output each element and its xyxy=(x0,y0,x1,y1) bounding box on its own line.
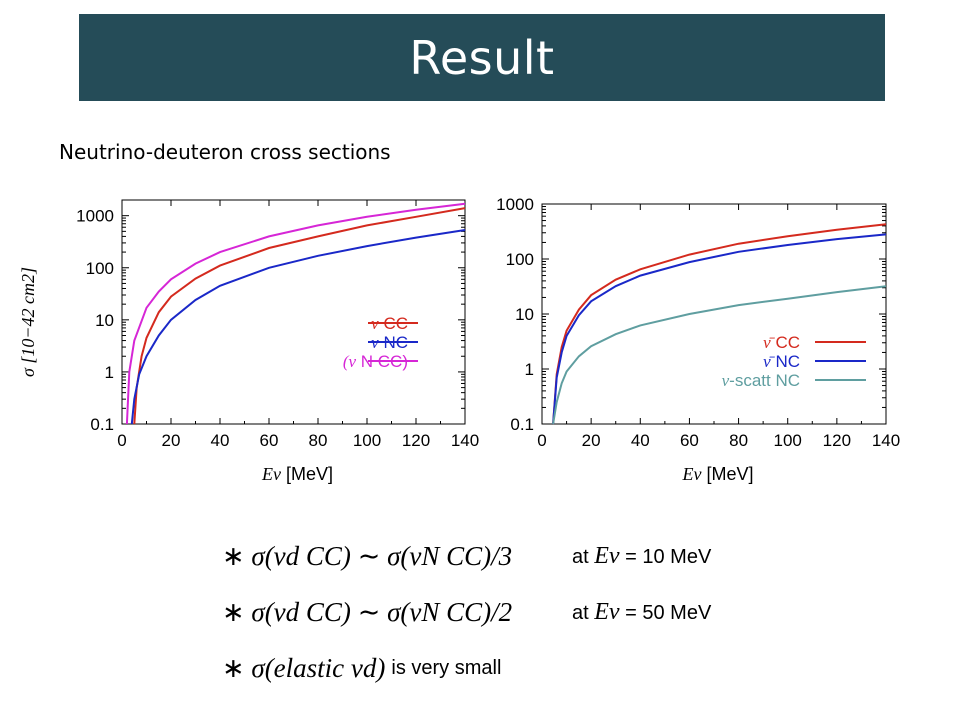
x-tick-label: 140 xyxy=(872,431,900,450)
x-tick-label: 120 xyxy=(402,431,430,450)
x-tick-label: 0 xyxy=(117,431,126,450)
legend-text: CC xyxy=(771,333,800,352)
legend-label: ν̄ CC xyxy=(763,333,800,352)
series-line xyxy=(133,207,466,425)
legend-label: ν-scatt NC xyxy=(722,371,800,390)
note-suffix: = 50 MeV xyxy=(625,601,712,624)
slide-subtitle: Neutrino-deuteron cross sections xyxy=(59,140,391,164)
x-tick-label: 40 xyxy=(631,431,650,450)
y-axis-label: σ [10−42 cm2] xyxy=(18,267,38,377)
bullet-formula: ∗ σ(νd CC) ∼ σ(νN CC)/3 xyxy=(222,541,572,572)
y-tick-label: 10 xyxy=(515,305,534,324)
y-tick-label: 100 xyxy=(86,259,114,278)
x-axis-unit: [MeV] xyxy=(281,464,333,484)
x-axis-label: Eν [MeV] xyxy=(682,464,754,484)
x-tick-label: 60 xyxy=(680,431,699,450)
legend-text: -scatt NC xyxy=(729,371,800,390)
note-variable: Eν xyxy=(594,598,620,625)
bullet-note: at Eν = 10 MeV xyxy=(572,543,711,570)
series-line xyxy=(125,202,466,425)
x-tick-label: 100 xyxy=(353,431,381,450)
bullet-list: ∗ σ(νd CC) ∼ σ(νN CC)/3 at Eν = 10 MeV ∗… xyxy=(222,528,711,696)
formula-rhs: σ(νN CC)/2 xyxy=(387,596,513,627)
x-tick-label: 20 xyxy=(162,431,181,450)
bullet-formula: ∗ σ(νd CC) ∼ σ(νN CC)/2 xyxy=(222,597,572,628)
formula-lhs: σ(elastic νd) xyxy=(251,652,386,683)
note-prefix: at xyxy=(572,601,589,624)
title-bar: Result xyxy=(79,14,885,101)
series-line xyxy=(130,229,466,425)
bullet-star: ∗ xyxy=(222,596,245,627)
x-tick-label: 80 xyxy=(309,431,328,450)
note-suffix: = 10 MeV xyxy=(625,545,712,568)
x-tick-label: 100 xyxy=(774,431,802,450)
note-prefix: is very small xyxy=(391,656,502,679)
x-axis-label: Eν [MeV] xyxy=(261,464,333,484)
y-tick-label: 100 xyxy=(506,250,534,269)
y-tick-label: 0.1 xyxy=(510,415,534,434)
y-tick-label: 1 xyxy=(525,360,534,379)
y-tick-label: 1000 xyxy=(496,195,534,214)
x-axis-var: Eν xyxy=(261,464,281,484)
x-tick-label: 140 xyxy=(451,431,479,450)
legend-text: NC xyxy=(771,352,800,371)
bullet-star: ∗ xyxy=(222,652,245,683)
x-tick-label: 80 xyxy=(729,431,748,450)
series-line xyxy=(552,223,887,425)
x-tick-label: 60 xyxy=(260,431,279,450)
plot-frame xyxy=(541,203,887,425)
bullet-row: ∗ σ(elastic νd) is very small xyxy=(222,640,711,696)
bullet-row: ∗ σ(νd CC) ∼ σ(νN CC)/3 at Eν = 10 MeV xyxy=(222,528,711,584)
y-tick-label: 1000 xyxy=(76,207,114,226)
y-tick-label: 1 xyxy=(105,363,114,382)
formula-lhs: σ(νd CC) xyxy=(251,596,351,627)
slide-title: Result xyxy=(409,30,555,85)
legend-label: ν̄ NC xyxy=(763,352,800,371)
x-tick-label: 20 xyxy=(582,431,601,450)
bullet-note: at Eν = 50 MeV xyxy=(572,599,711,626)
y-tick-label: 10 xyxy=(95,311,114,330)
x-axis-unit: [MeV] xyxy=(701,464,753,484)
note-prefix: at xyxy=(572,545,589,568)
formula-rhs: σ(νN CC)/3 xyxy=(387,540,513,571)
formula-relation: ∼ xyxy=(357,540,381,571)
bullet-note: is very small xyxy=(391,657,501,680)
bullet-row: ∗ σ(νd CC) ∼ σ(νN CC)/2 at Eν = 50 MeV xyxy=(222,584,711,640)
series-line xyxy=(552,285,887,425)
bullet-star: ∗ xyxy=(222,540,245,571)
bullet-formula: ∗ σ(elastic νd) xyxy=(222,653,385,684)
legend-symbol: (ν xyxy=(343,352,357,371)
legend-symbol: ν xyxy=(722,371,730,390)
formula-relation: ∼ xyxy=(357,596,381,627)
note-variable: Eν xyxy=(594,542,620,569)
x-tick-label: 120 xyxy=(823,431,851,450)
formula-lhs: σ(νd CC) xyxy=(251,540,351,571)
x-tick-label: 0 xyxy=(537,431,546,450)
x-axis-var: Eν xyxy=(682,464,702,484)
series-line xyxy=(552,233,887,425)
y-tick-label: 0.1 xyxy=(90,415,114,434)
x-tick-label: 40 xyxy=(211,431,230,450)
